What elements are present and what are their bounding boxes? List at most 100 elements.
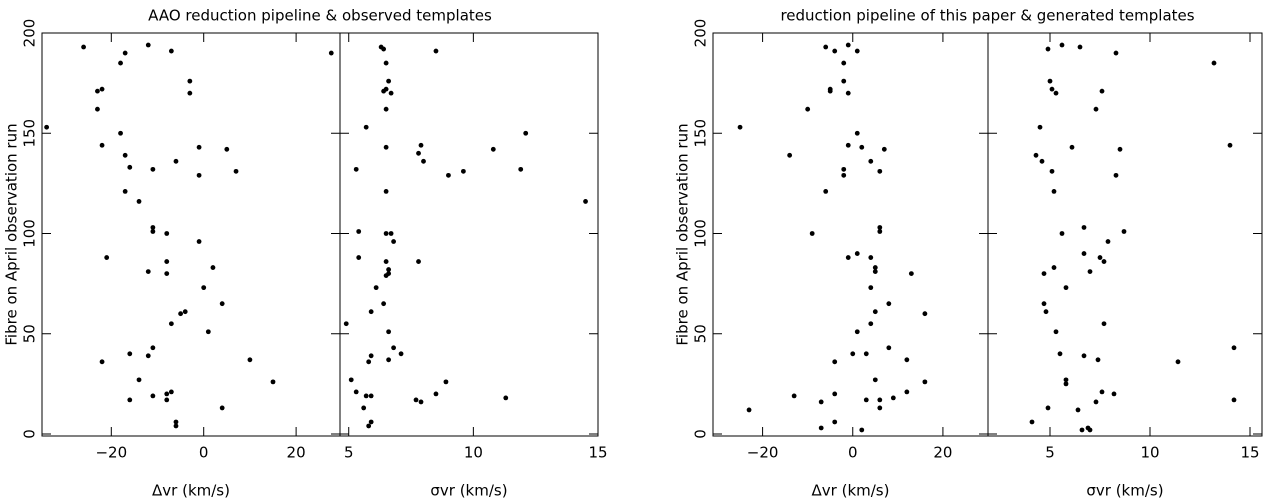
point [247, 357, 253, 363]
point [164, 271, 170, 276]
point [383, 259, 389, 264]
x-tick-label: 5 [1045, 444, 1055, 462]
point [173, 158, 179, 164]
point [164, 259, 170, 264]
point [1211, 60, 1217, 66]
point [827, 88, 833, 94]
plot-frame [339, 32, 599, 437]
y-tick-label: 150 [692, 119, 710, 148]
y-tick-label: 200 [21, 19, 39, 48]
point [1069, 144, 1075, 150]
point [1081, 251, 1087, 256]
y-tick-label: 200 [692, 19, 710, 48]
point [868, 255, 874, 260]
point [877, 397, 883, 403]
point [1113, 50, 1119, 56]
point [353, 389, 359, 395]
point [868, 321, 874, 327]
point [841, 78, 847, 84]
point [791, 393, 797, 399]
point [353, 166, 359, 172]
point [1099, 88, 1105, 94]
point [1105, 239, 1111, 244]
point [182, 309, 188, 315]
point [868, 285, 874, 291]
x-tick-label: 10 [464, 444, 483, 462]
point [890, 395, 896, 401]
x-tick-label: 5 [344, 444, 354, 462]
point [886, 345, 892, 351]
point [877, 168, 883, 174]
point [386, 267, 392, 272]
point [127, 397, 133, 403]
point [99, 86, 105, 92]
point [859, 144, 865, 150]
point [187, 78, 193, 84]
point [150, 345, 156, 351]
point [127, 351, 133, 357]
point [418, 142, 424, 148]
point [872, 265, 878, 270]
point [1039, 158, 1045, 164]
point [863, 397, 869, 403]
point [1051, 188, 1057, 194]
point [118, 130, 123, 136]
point [391, 239, 396, 244]
point [1113, 172, 1119, 178]
point [1049, 168, 1055, 174]
point [872, 309, 878, 315]
point [787, 152, 793, 158]
point [460, 168, 466, 174]
point [168, 389, 174, 395]
point [1063, 377, 1069, 383]
point [201, 285, 207, 291]
point [366, 359, 372, 365]
point [854, 48, 860, 54]
point [150, 225, 156, 230]
point [1231, 397, 1237, 403]
point [854, 329, 860, 335]
x-tick-label: 0 [199, 444, 209, 462]
point [386, 357, 392, 363]
point [1053, 90, 1059, 96]
x-tick-label: 20 [287, 444, 306, 462]
point [368, 393, 374, 399]
point [196, 172, 202, 178]
point [443, 379, 449, 385]
point [1033, 152, 1039, 158]
point [872, 377, 878, 383]
point [122, 152, 128, 158]
point [122, 50, 128, 56]
point [1081, 353, 1087, 359]
point [841, 60, 847, 66]
point [1045, 405, 1051, 411]
point [210, 265, 216, 270]
point [366, 423, 372, 429]
point [877, 405, 883, 411]
point [187, 90, 193, 96]
point [343, 321, 349, 327]
point [383, 273, 389, 279]
point [1045, 46, 1051, 52]
y-tick-label: 50 [692, 324, 710, 343]
point [854, 251, 860, 256]
point [381, 301, 387, 307]
x-tick-label: −20 [747, 444, 779, 462]
y-tick-label: 50 [21, 324, 39, 343]
point [1175, 359, 1181, 365]
x-axis-label: Δvr (km/s) [812, 482, 890, 500]
point [868, 158, 874, 164]
x-tick-label: −20 [95, 444, 127, 462]
point [1227, 142, 1233, 148]
point [854, 130, 860, 136]
point [1051, 265, 1057, 270]
point [1231, 345, 1237, 351]
point [832, 359, 838, 365]
point [1059, 42, 1065, 48]
point [1087, 269, 1093, 274]
y-tick-label: 0 [21, 429, 39, 439]
point [383, 144, 389, 150]
point [1037, 124, 1043, 130]
point [841, 166, 847, 172]
